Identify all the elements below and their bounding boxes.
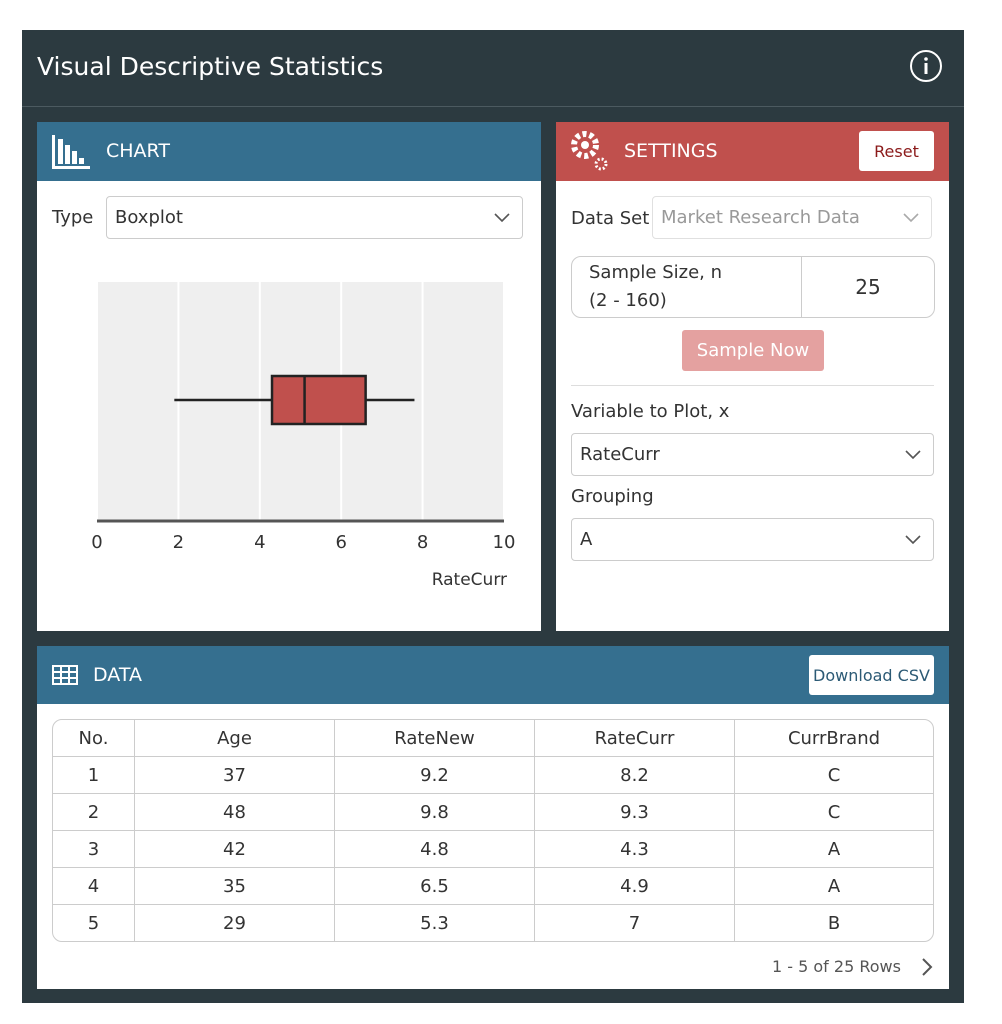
table-cell: 4.9 <box>535 868 735 905</box>
settings-panel-title: SETTINGS <box>624 140 718 162</box>
sample-size-addon <box>571 256 802 318</box>
table-cell: 2 <box>53 794 135 831</box>
variable-value: RateCurr <box>580 444 660 465</box>
column-header: RateCurr <box>535 720 735 757</box>
table-row: 1 37 9.2 8.2 C <box>53 757 933 794</box>
table-cell: 4.3 <box>535 831 735 868</box>
column-header: RateNew <box>335 720 535 757</box>
column-header: No. <box>53 720 135 757</box>
x-tick-label: 8 <box>417 532 428 553</box>
table-row: 2 48 9.8 9.3 C <box>53 794 933 831</box>
table-cell: 48 <box>135 794 335 831</box>
table-cell: 8.2 <box>535 757 735 794</box>
table-cell: 9.3 <box>535 794 735 831</box>
variable-select[interactable]: RateCurr <box>571 433 934 476</box>
app-title: Visual Descriptive Statistics <box>37 52 384 81</box>
chart: 0 2 4 6 8 10 RateCurr <box>91 282 516 590</box>
table-body: 1 37 9.2 8.2 C 2 48 9.8 9.3 C 3 42 4.8 4.3 A 4 35 6.5 4.9 A… <box>53 757 933 941</box>
box <box>270 374 367 426</box>
sample-size-input[interactable]: 25 <box>801 256 935 318</box>
table-cell: 42 <box>135 831 335 868</box>
data-set-select[interactable]: Market Research Data <box>652 196 932 239</box>
data-set-label: Data Set <box>571 208 650 229</box>
table-cell: A <box>735 831 933 868</box>
table-cell: 4 <box>53 868 135 905</box>
data-set-value: Market Research Data <box>661 207 860 228</box>
x-tick-label: 10 <box>493 532 516 553</box>
grouping-label: Grouping <box>571 486 654 507</box>
table-cell: A <box>735 868 933 905</box>
data-panel-title: DATA <box>93 664 142 686</box>
table-cell: 7 <box>535 905 735 941</box>
x-axis-label: RateCurr <box>432 570 507 590</box>
type-select[interactable]: Boxplot <box>106 196 523 239</box>
x-tick-label: 0 <box>91 532 102 553</box>
chevron <box>905 449 921 459</box>
table-cell: C <box>735 794 933 831</box>
chevron <box>494 212 510 222</box>
divider <box>571 385 934 386</box>
table-cell: 4.8 <box>335 831 535 868</box>
x-tick-label: 2 <box>173 532 184 553</box>
download-csv-button[interactable]: Download CSV <box>809 655 934 695</box>
variable-label: Variable to Plot, x <box>571 401 730 422</box>
table-cell: B <box>827 912 841 934</box>
data-panel-header <box>37 646 949 704</box>
data-table: No. Age RateNew RateCurr CurrBrand 1 37 9.2 8.2… <box>53 720 933 941</box>
table-row: 4 35 6.5 4.9 A <box>53 868 933 905</box>
x-tick-label: 4 <box>254 532 265 553</box>
pagination-text: 1 - 5 of 25 Rows <box>772 957 901 976</box>
table-cell: 9.8 <box>335 794 535 831</box>
table-cell: 5 <box>53 905 135 941</box>
data-table-wrap: No. Age RateNew RateCurr CurrBrand 1 37 9.2 8.2… <box>52 719 934 942</box>
table-cell: 29 <box>135 905 335 941</box>
table-cell: 5.3 <box>335 905 535 941</box>
chart-panel-header <box>37 122 541 181</box>
table-row: 5 29 5.3 7 B <box>53 905 933 941</box>
table-icon <box>52 665 78 685</box>
chevron <box>905 534 921 544</box>
chart-panel-title: CHART <box>106 140 170 162</box>
type-value: Boxplot <box>115 207 183 228</box>
type-label: Type <box>52 207 94 228</box>
info-icon[interactable] <box>908 48 944 84</box>
table-row: 3 42 4.8 4.3 A <box>53 831 933 868</box>
chevron <box>903 212 919 222</box>
grouping-value: A <box>580 529 593 550</box>
table-cell: 37 <box>135 757 335 794</box>
x-tick-label: 6 <box>335 532 346 553</box>
table-header-row: No. Age RateNew RateCurr CurrBrand <box>53 720 933 757</box>
reset-button[interactable]: Reset <box>859 131 934 171</box>
column-header: Age <box>135 720 335 757</box>
header-divider <box>22 106 964 107</box>
sample-size-range: (2 - 160) <box>589 290 667 311</box>
settings-icon <box>571 131 608 171</box>
chart-icon <box>52 135 90 169</box>
next-page-button[interactable] <box>920 957 934 977</box>
grouping-select[interactable]: A <box>571 518 934 561</box>
sample-size-label: Sample Size, n <box>589 262 723 283</box>
table-cell: 35 <box>135 868 335 905</box>
table-cell: 6.5 <box>335 868 535 905</box>
column-header: CurrBrand <box>735 720 933 757</box>
table-cell: 9.2 <box>335 757 535 794</box>
table-cell: 1 <box>53 757 135 794</box>
table-cell: 3 <box>53 831 135 868</box>
table-cell: C <box>735 757 933 794</box>
sample-now-button[interactable]: Sample Now <box>682 330 824 371</box>
